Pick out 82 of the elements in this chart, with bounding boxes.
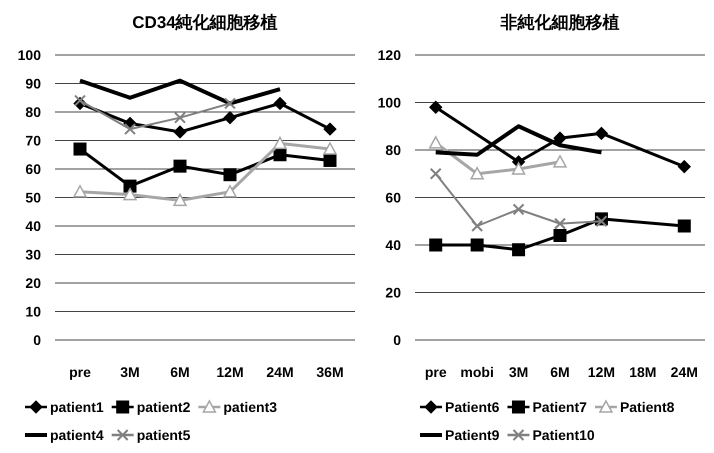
point [470, 238, 484, 252]
point [553, 155, 567, 168]
x-tick-label: 24M [266, 364, 294, 380]
point [512, 162, 526, 175]
point [429, 100, 442, 114]
point [428, 136, 442, 149]
y-tick-label: 120 [378, 47, 402, 63]
point [324, 154, 336, 167]
y-tick-label: 0 [393, 332, 402, 348]
point [174, 112, 186, 124]
point [124, 180, 136, 193]
y-tick-label: 80 [385, 142, 402, 158]
legend-label: patient1 [50, 399, 104, 415]
point [554, 218, 566, 230]
point [224, 111, 236, 124]
point [224, 97, 236, 110]
point [512, 243, 526, 256]
point [224, 168, 236, 182]
y-tick-label: 80 [25, 104, 42, 120]
x-tick-label: 3M [508, 364, 528, 380]
line-series [78, 78, 282, 106]
point [74, 142, 86, 156]
x-tick-label: mobi [460, 364, 494, 380]
point [554, 229, 566, 242]
point [595, 215, 608, 228]
point [430, 168, 442, 180]
x-tick-label: 12M [216, 364, 244, 380]
point [273, 136, 287, 150]
legend-label: Patient7 [532, 399, 588, 415]
y-tick-label: 30 [25, 246, 42, 262]
legend-label: Patient6 [445, 399, 500, 415]
x-tick-label: 6M [550, 364, 570, 380]
point [274, 148, 286, 162]
point [74, 94, 86, 107]
point [594, 126, 608, 140]
point [470, 167, 484, 180]
point [173, 194, 187, 206]
x-tick-label: 6M [170, 364, 190, 380]
point [554, 132, 566, 145]
legend-label: Patient9 [445, 427, 500, 443]
point [123, 188, 137, 200]
y-tick-label: 50 [25, 190, 42, 206]
x-tick-label: 18M [629, 364, 656, 380]
point [274, 96, 286, 110]
point [174, 160, 186, 173]
x-tick-label: 12M [588, 364, 616, 380]
legend-label: Patient10 [532, 427, 595, 443]
point [678, 220, 691, 232]
x-tick-label: 24M [670, 364, 698, 380]
y-tick-label: 100 [18, 47, 42, 63]
y-tick-label: 90 [25, 76, 42, 92]
point [323, 142, 337, 155]
point [324, 122, 336, 136]
legend-label: patient5 [136, 427, 191, 443]
x-tick-label: pre [69, 364, 92, 380]
x-tick-label: 3M [120, 364, 140, 380]
legend-label: patient3 [223, 399, 278, 415]
y-tick-label: 10 [25, 304, 42, 320]
point [174, 125, 186, 138]
point [512, 203, 525, 216]
x-tick-label: 36M [316, 364, 344, 380]
y-tick-label: 100 [378, 94, 402, 110]
y-tick-label: 20 [385, 284, 402, 300]
point [429, 238, 442, 252]
legend-label: patient4 [50, 427, 104, 443]
y-tick-label: 70 [25, 132, 42, 148]
x-tick-label: pre [424, 364, 447, 380]
point [73, 185, 87, 198]
y-tick-label: 20 [25, 275, 42, 291]
point [124, 123, 136, 136]
point [678, 160, 691, 174]
point [471, 220, 484, 232]
y-tick-label: 60 [385, 190, 402, 206]
y-tick-label: 40 [25, 218, 42, 234]
y-tick-label: 40 [385, 237, 402, 253]
y-tick-label: 60 [25, 161, 42, 177]
chart-title: CD34純化細胞移植 [132, 13, 278, 32]
legend-label: patient2 [136, 399, 191, 415]
chart-title: 非純化細胞移植 [500, 13, 620, 32]
legend-label: Patient8 [620, 399, 675, 415]
y-tick-label: 0 [33, 332, 42, 348]
point [223, 185, 237, 198]
